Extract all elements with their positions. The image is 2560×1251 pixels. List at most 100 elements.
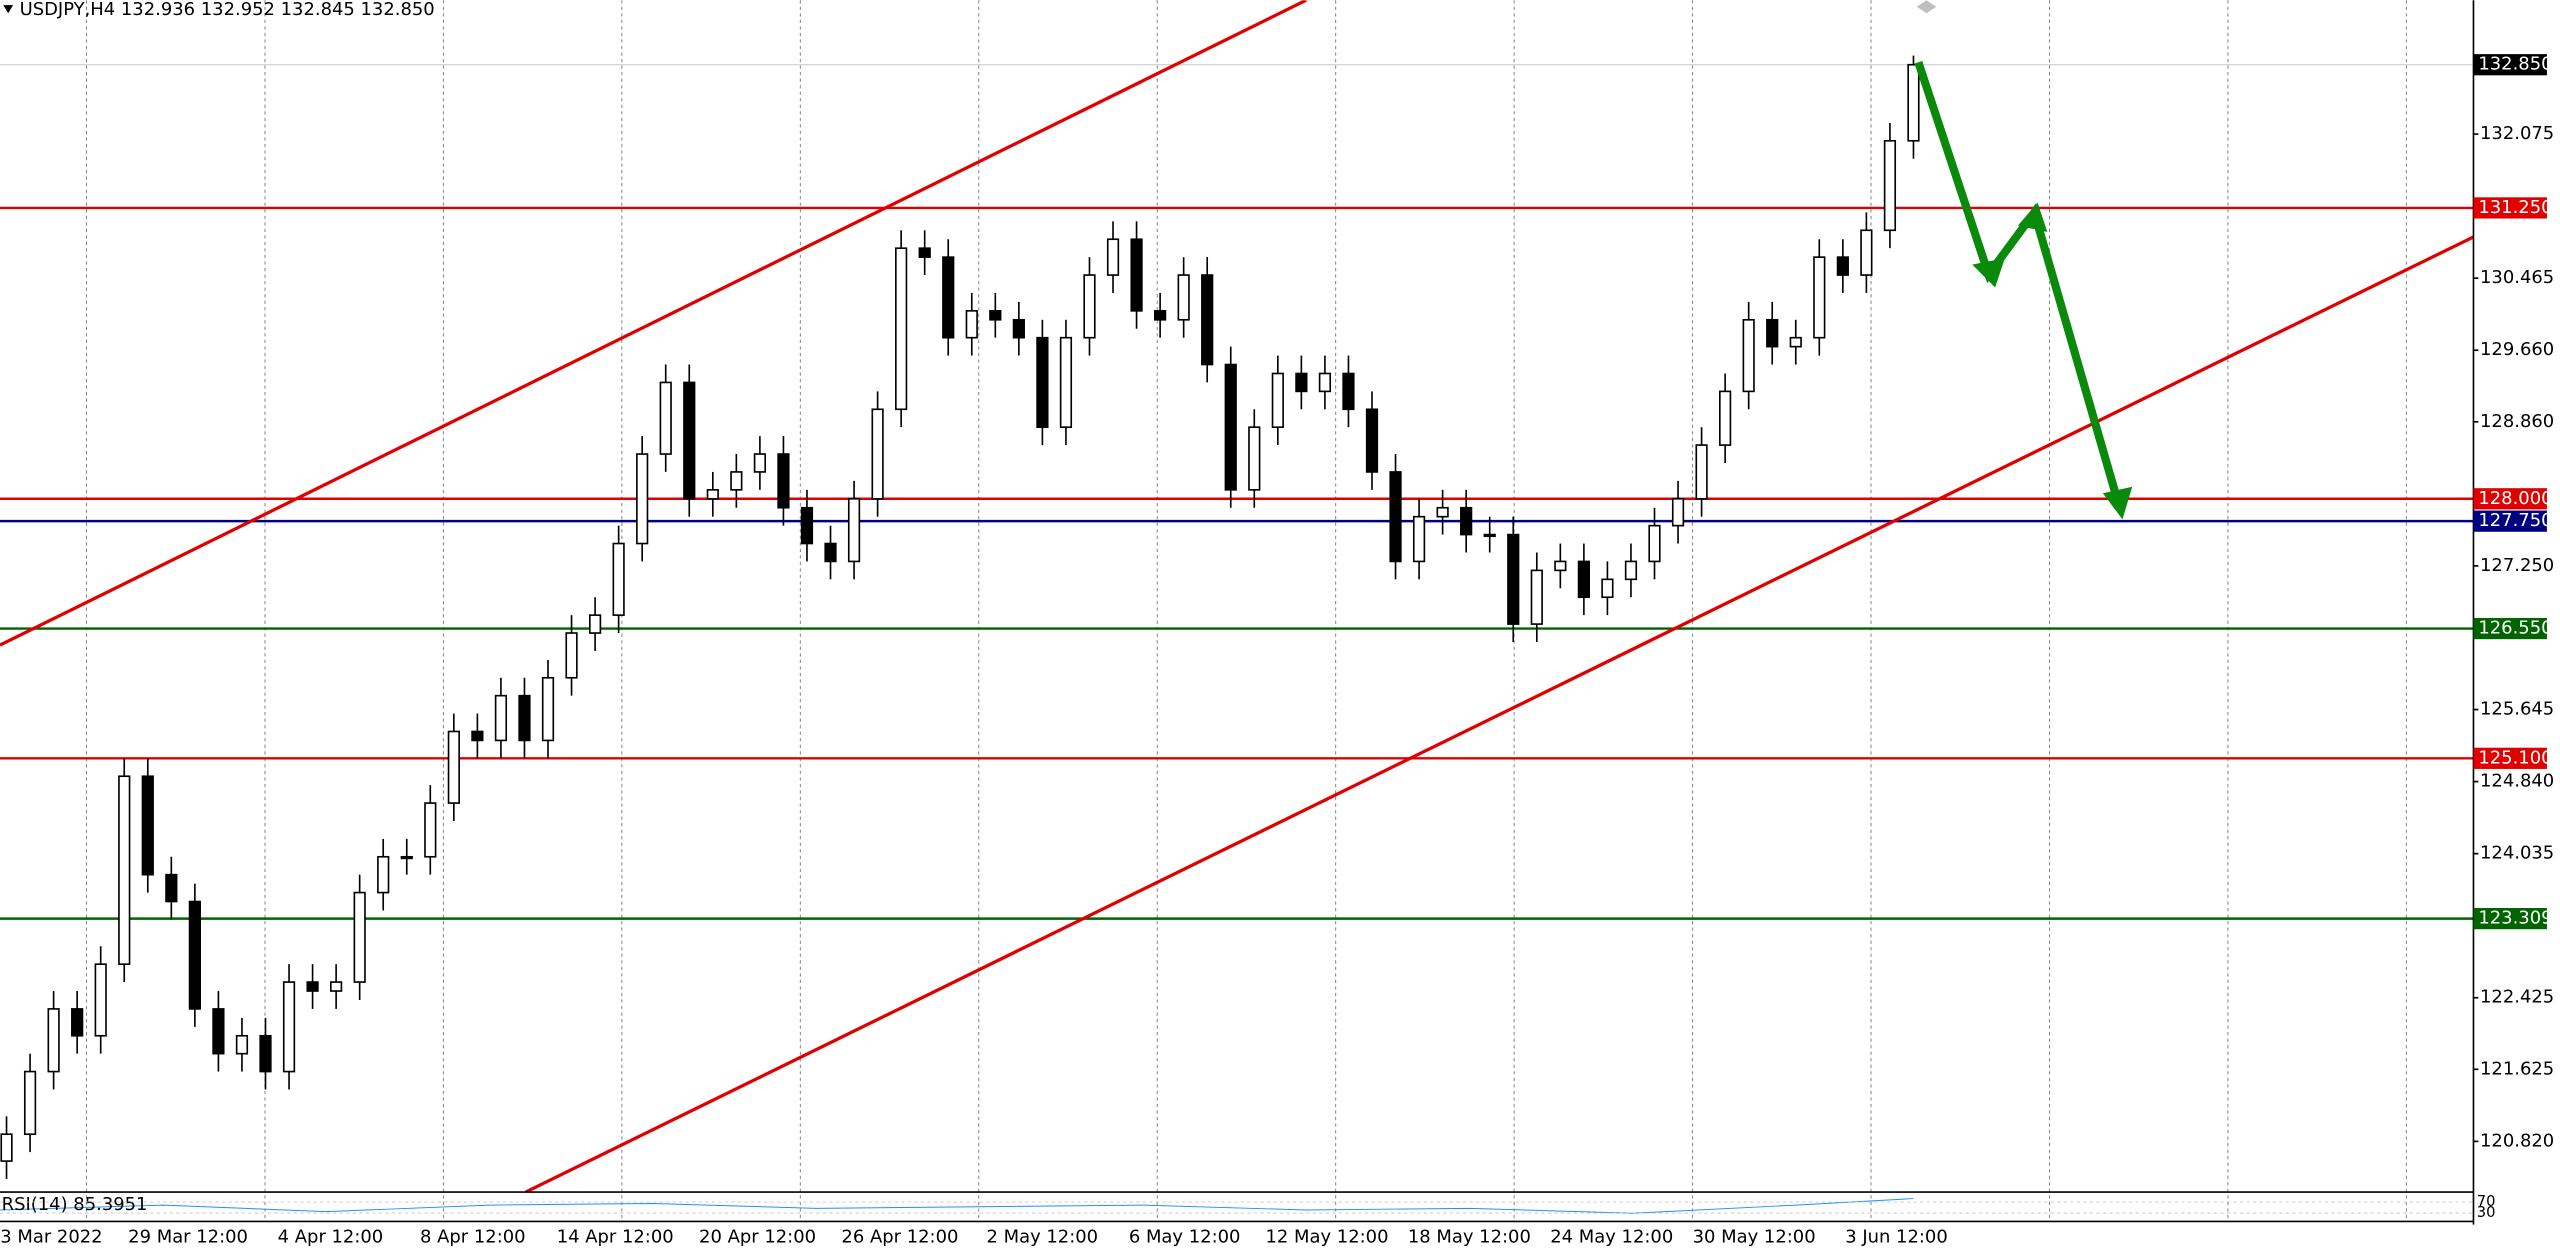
current-price-box	[2473, 54, 2547, 76]
x-tick-label: 2 May 12:00	[986, 1227, 1098, 1248]
candle-body	[353, 891, 366, 983]
candle-body	[1507, 533, 1520, 625]
candle-body	[1554, 560, 1567, 572]
candle-body	[1789, 336, 1802, 348]
candle-body	[1012, 318, 1025, 339]
drawings	[0, 0, 2474, 1193]
candle-body	[282, 981, 296, 1073]
level-box	[2473, 510, 2547, 532]
x-tick-label: 20 Apr 12:00	[699, 1227, 816, 1248]
x-tick-label: 8 Apr 12:00	[420, 1227, 526, 1248]
x-tick-label: 6 May 12:00	[1129, 1227, 1241, 1248]
x-tick-label: 23 Mar 2022	[0, 1227, 103, 1248]
y-tick-label: 132.075	[2480, 123, 2554, 144]
x-tick-label: 29 Mar 12:00	[128, 1227, 248, 1248]
y-tick-label: 130.465	[2480, 267, 2554, 288]
level-label: 127.750	[2478, 510, 2552, 531]
candle-body	[659, 381, 672, 455]
candle-body	[942, 256, 955, 339]
candle-body	[1201, 274, 1214, 366]
candle-body	[306, 981, 319, 992]
candle-body	[1389, 471, 1402, 563]
candle-body	[94, 963, 107, 1037]
x-tick-label: 12 May 12:00	[1266, 1227, 1389, 1248]
rsi-tick-label: 70	[2477, 1193, 2496, 1210]
x-tick-label: 24 May 12:00	[1550, 1227, 1673, 1248]
candle-body	[1907, 63, 1920, 142]
marker	[1916, 0, 1937, 14]
candle-body	[1248, 426, 1261, 491]
candle-body	[1106, 238, 1120, 276]
candle-body	[1742, 318, 1755, 393]
axis-labels: 132.075 130.465 129.660 128.860 127.250 125.6…	[0, 54, 2554, 1248]
candle-body	[1153, 310, 1167, 321]
indicator-title: RSI(14) 85.3951	[2, 1194, 148, 1215]
level-box	[2473, 197, 2547, 219]
x-tick-label: 4 Apr 12:00	[278, 1227, 384, 1248]
y-tick-label: 128.860	[2480, 411, 2554, 432]
y-tick-label: 125.645	[2480, 699, 2554, 720]
y-tick-label: 122.425	[2480, 987, 2554, 1008]
x-tick-label: 26 Apr 12:00	[841, 1227, 958, 1248]
candle-body	[989, 310, 1002, 321]
candle-body	[377, 855, 390, 894]
y-tick-label: 124.035	[2480, 843, 2554, 864]
candle-body	[1719, 390, 1732, 446]
candle-body	[1342, 372, 1355, 411]
level-label: 125.100	[2478, 747, 2552, 768]
candle-body	[871, 408, 884, 500]
candle-body	[141, 775, 154, 876]
y-tick-label: 121.625	[2480, 1058, 2554, 1079]
candle-body	[424, 802, 437, 858]
level-label: 126.550	[2478, 618, 2552, 639]
candle-body	[1766, 318, 1779, 348]
candle-body	[235, 1034, 249, 1055]
candle-body	[1130, 238, 1143, 312]
candle-body	[330, 981, 343, 992]
x-tick-label: 14 Apr 12:00	[557, 1227, 674, 1248]
y-tick-label: 124.840	[2480, 771, 2554, 792]
candle-body	[118, 775, 131, 965]
candle-body	[1083, 274, 1096, 339]
y-tick-label: 120.820	[2480, 1130, 2554, 1151]
candle-body	[1530, 569, 1543, 625]
arrow-head	[1972, 258, 2005, 288]
candle-body	[47, 1008, 60, 1073]
candle-body	[23, 1070, 37, 1136]
level-label: 123.309	[2478, 908, 2552, 929]
channel-upper	[0, 0, 1307, 647]
candle-body	[1036, 336, 1049, 429]
candle-body	[1436, 506, 1449, 518]
candle-body	[165, 873, 178, 903]
rsi-tick-label: 30	[2477, 1204, 2496, 1221]
level-label: 131.250	[2478, 197, 2552, 218]
candle-body	[1224, 363, 1237, 491]
candle-body	[706, 489, 719, 500]
candle-body	[1695, 444, 1708, 500]
candle-body	[1601, 578, 1614, 599]
candle-body	[447, 730, 460, 804]
candle-body	[494, 694, 508, 742]
candle-body	[518, 694, 531, 742]
candle-body	[777, 453, 790, 509]
plot-area	[0, 55, 2474, 1214]
x-tick-label: 18 May 12:00	[1408, 1227, 1531, 1248]
channel-lower	[524, 235, 2474, 1193]
candle-body	[588, 614, 602, 634]
y-tick-label: 127.250	[2480, 555, 2554, 576]
x-tick-label: 30 May 12:00	[1693, 1227, 1816, 1248]
chart-title: USDJPY,H4 132.936 132.952 132.845 132.85…	[20, 0, 435, 20]
menu-arrow[interactable]	[3, 5, 14, 14]
candle-body	[188, 900, 201, 1010]
candle-body	[1318, 372, 1332, 393]
candle-body	[1860, 229, 1873, 276]
candle-body	[895, 247, 908, 411]
candle-body	[1412, 515, 1426, 563]
candle-body	[400, 855, 413, 860]
candle-body	[1624, 560, 1638, 581]
current-price-label: 132.850	[2478, 54, 2552, 75]
candle-body	[1365, 408, 1379, 473]
candle-body	[683, 381, 696, 500]
